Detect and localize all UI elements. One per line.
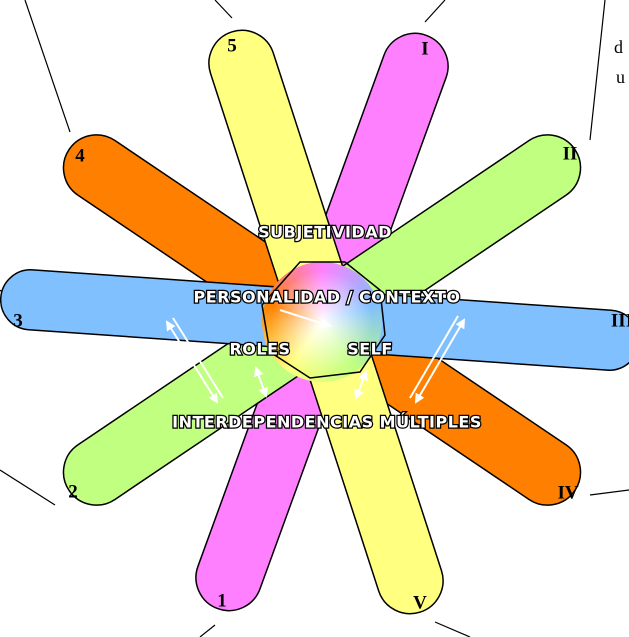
petal-label: 5 [227,35,237,56]
concept: INTERDEPENDENCIAS MÚLTIPLES [172,413,482,432]
petal-label: IV [557,482,578,503]
petal-label: 2 [68,481,78,502]
diagram: 5 V I 1 4 IV II 2 3 III SUBJETIVIDAD PER… [0,0,629,637]
petal-label: 1 [217,590,227,611]
petal-label: II [563,143,578,164]
concept: PERSONALIDAD / CONTEXTO [194,288,461,307]
concept: SUBJETIVIDAD [258,223,392,242]
petal-label: 4 [75,145,85,166]
text-fragment: u [616,67,625,87]
petal-label: V [413,592,427,613]
hub [262,262,382,382]
page: {"petals":[ {"end_a":"5","end_b":"V"}, {… [0,0,629,637]
hub-fo [262,262,382,382]
concept: SELF [347,340,393,359]
petal-label: III [611,310,629,331]
text-fragment: d [614,37,623,57]
concept: ROLES [229,340,290,359]
petal-label: 3 [13,310,23,331]
petal-label: I [421,38,428,59]
